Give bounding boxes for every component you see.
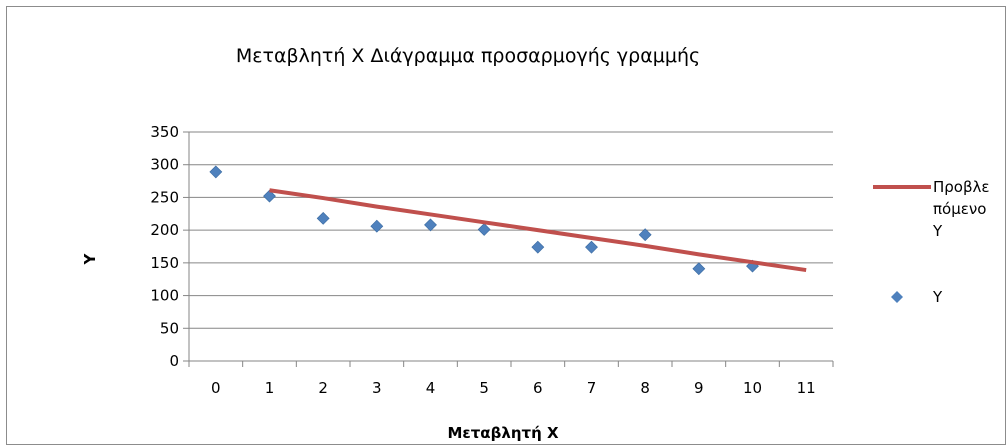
legend-diamond-swatch: [891, 291, 903, 303]
x-tick-labels: 0 1 2 3 4 5 6 7 8 9 10 11: [211, 379, 816, 397]
legend-label: Y: [932, 288, 943, 306]
x-tick-label: 0: [211, 379, 221, 397]
x-tick-label: 2: [318, 379, 328, 397]
y-tick-label: 100: [150, 287, 179, 305]
x-tick-label: 7: [587, 379, 597, 397]
data-point: [370, 219, 384, 233]
data-point: [531, 240, 545, 254]
data-point: [585, 240, 598, 254]
y-axis-title: Y: [81, 252, 99, 265]
y-tick-label: 250: [150, 188, 179, 206]
legend: Προβλε πόμενο Y Y: [873, 178, 990, 306]
y-tick-label: 150: [150, 254, 179, 272]
x-tick-label: 11: [797, 379, 816, 397]
x-tick-label: 5: [479, 379, 489, 397]
axes: [183, 131, 834, 367]
data-point: [263, 189, 276, 203]
x-tick-label: 6: [533, 379, 543, 397]
x-tick-label: 1: [265, 379, 275, 397]
y-tick-label: 50: [160, 319, 179, 337]
chart-frame: Μεταβλητή X Διάγραμμα προσαρμογής γραμμή…: [6, 6, 1006, 445]
y-tick-labels: 0 50 100 150 200 250 300 350: [150, 123, 179, 370]
y-tick-label: 350: [150, 123, 179, 141]
x-tick-label: 4: [426, 379, 436, 397]
data-point: [477, 223, 491, 236]
data-point: [316, 211, 330, 225]
y-tick-label: 300: [150, 156, 179, 174]
gridlines: [189, 131, 833, 329]
plot-series: [209, 165, 807, 276]
legend-label: Προβλε: [933, 178, 990, 196]
x-tick-label: 8: [640, 379, 650, 397]
chart: Μεταβλητή X Διάγραμμα προσαρμογής γραμμή…: [81, 45, 990, 442]
x-axis-title: Μεταβλητή X: [447, 424, 559, 442]
data-point: [209, 165, 223, 179]
y-tick-label: 0: [169, 352, 179, 370]
data-point: [692, 262, 706, 276]
legend-label: Y: [932, 222, 943, 240]
x-tick-label: 10: [743, 379, 762, 397]
y-tick-label: 200: [150, 221, 179, 239]
x-tick-label: 3: [372, 379, 382, 397]
legend-label: πόμενο: [933, 200, 986, 218]
chart-title: Μεταβλητή X Διάγραμμα προσαρμογής γραμμή…: [236, 45, 700, 67]
data-point: [424, 218, 437, 232]
x-tick-label: 9: [694, 379, 704, 397]
trend-line: [269, 188, 807, 273]
data-point: [638, 228, 652, 242]
